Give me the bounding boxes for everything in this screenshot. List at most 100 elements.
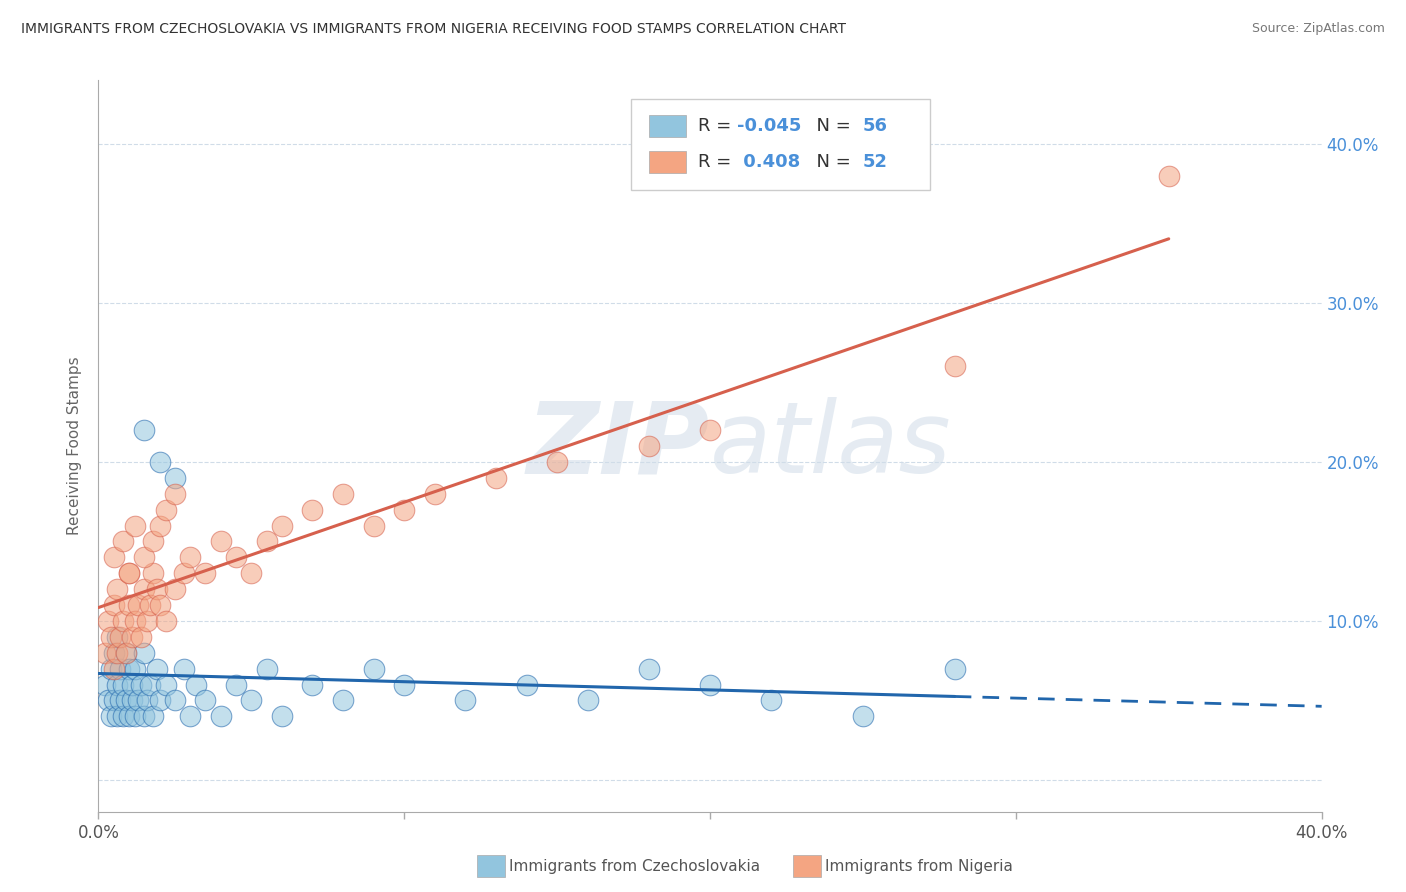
Text: R =: R =	[697, 117, 737, 135]
Point	[363, 662, 385, 676]
Point	[105, 709, 128, 723]
Text: R =: R =	[697, 153, 737, 171]
Point	[149, 518, 172, 533]
Text: Immigrants from Nigeria: Immigrants from Nigeria	[825, 859, 1014, 873]
Point	[225, 677, 247, 691]
Text: Source: ZipAtlas.com: Source: ZipAtlas.com	[1251, 22, 1385, 36]
Point	[363, 518, 385, 533]
Point	[186, 677, 208, 691]
Point	[179, 550, 201, 565]
Point	[149, 693, 172, 707]
Point	[392, 677, 416, 691]
Point	[270, 518, 292, 533]
Text: Immigrants from Czechoslovakia: Immigrants from Czechoslovakia	[509, 859, 761, 873]
Point	[105, 582, 128, 596]
Point	[637, 662, 661, 676]
Point	[576, 693, 599, 707]
Point	[142, 709, 165, 723]
Point	[129, 630, 152, 644]
Point	[103, 693, 125, 707]
Point	[134, 550, 156, 565]
Point	[179, 709, 201, 723]
Point	[93, 646, 115, 660]
Point	[103, 646, 125, 660]
Point	[100, 709, 122, 723]
Point	[118, 662, 141, 676]
Point	[124, 614, 146, 628]
Point	[173, 566, 195, 581]
Point	[699, 423, 721, 437]
Point	[103, 550, 125, 565]
Point	[136, 693, 159, 707]
Point	[699, 677, 721, 691]
Point	[332, 486, 354, 500]
Point	[111, 709, 134, 723]
Point	[155, 677, 177, 691]
Text: 56: 56	[863, 117, 889, 135]
Point	[115, 646, 138, 660]
Point	[423, 486, 446, 500]
Point	[134, 646, 156, 660]
Point	[124, 662, 146, 676]
Point	[105, 630, 128, 644]
Point	[142, 566, 165, 581]
Text: atlas: atlas	[710, 398, 952, 494]
Point	[121, 630, 143, 644]
Point	[149, 455, 172, 469]
Point	[516, 677, 538, 691]
Point	[103, 598, 125, 612]
Point	[392, 502, 416, 516]
Bar	[648, 152, 686, 173]
Point	[100, 662, 122, 676]
Point	[139, 677, 162, 691]
Point	[485, 471, 508, 485]
Point	[108, 630, 131, 644]
Point	[111, 677, 134, 691]
Point	[93, 677, 115, 691]
Point	[270, 709, 292, 723]
Point	[115, 646, 138, 660]
Point	[301, 502, 323, 516]
Point	[256, 534, 278, 549]
Point	[240, 566, 263, 581]
Point	[209, 709, 232, 723]
Point	[155, 502, 177, 516]
Y-axis label: Receiving Food Stamps: Receiving Food Stamps	[66, 357, 82, 535]
Point	[127, 598, 149, 612]
Point	[124, 709, 146, 723]
Point	[111, 614, 134, 628]
Point	[118, 598, 141, 612]
Point	[108, 662, 131, 676]
Point	[759, 693, 782, 707]
Text: 52: 52	[863, 153, 889, 171]
FancyBboxPatch shape	[630, 99, 931, 190]
Point	[155, 614, 177, 628]
Point	[124, 518, 146, 533]
Point	[173, 662, 195, 676]
Point	[118, 566, 141, 581]
Point	[118, 566, 141, 581]
Point	[852, 709, 875, 723]
Point	[209, 534, 232, 549]
Point	[943, 359, 966, 374]
Point	[332, 693, 354, 707]
Point	[139, 598, 162, 612]
Point	[145, 582, 167, 596]
Point	[637, 439, 661, 453]
Point	[163, 471, 186, 485]
Point	[121, 677, 143, 691]
Point	[194, 693, 217, 707]
Point	[129, 677, 152, 691]
Point	[97, 693, 120, 707]
Point	[145, 662, 167, 676]
Text: N =: N =	[806, 117, 856, 135]
Point	[225, 550, 247, 565]
Point	[108, 693, 131, 707]
Point	[100, 630, 122, 644]
Point	[301, 677, 323, 691]
Point	[163, 693, 186, 707]
Point	[136, 614, 159, 628]
Point	[163, 582, 186, 596]
Point	[240, 693, 263, 707]
Bar	[648, 115, 686, 136]
